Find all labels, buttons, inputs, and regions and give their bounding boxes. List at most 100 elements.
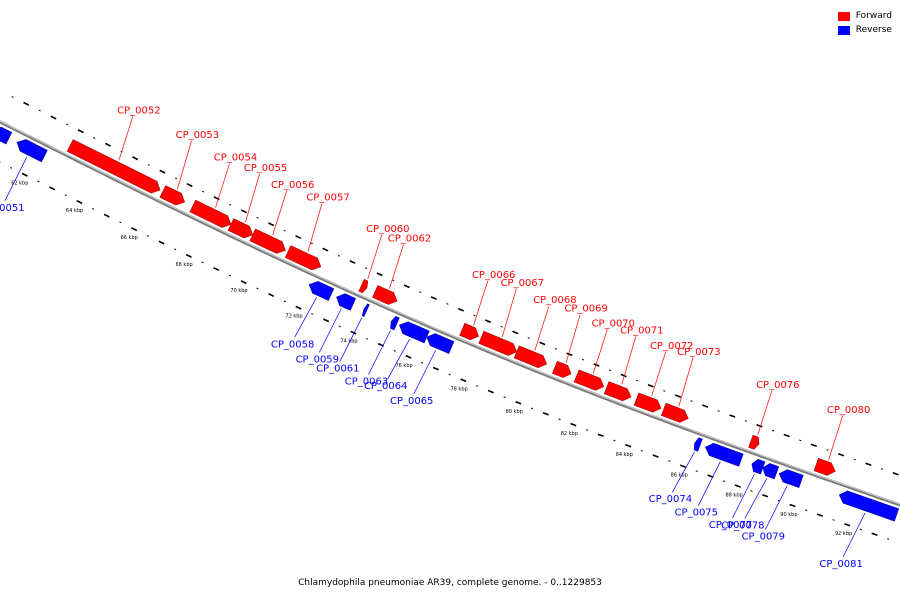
upper-scale-tick xyxy=(717,410,720,412)
lower-scale-tick xyxy=(146,234,149,237)
leader-line xyxy=(368,330,391,375)
gene-cp-0080 xyxy=(813,458,836,476)
lower-scale-tick xyxy=(49,186,56,191)
upper-scale-tick xyxy=(729,414,736,418)
lower-scale-tick xyxy=(448,373,451,376)
upper-scale-tick xyxy=(500,325,503,328)
forward-swatch xyxy=(837,11,850,21)
leader-line xyxy=(177,141,192,190)
lower-scale-tick xyxy=(405,354,412,359)
leader-line xyxy=(744,478,768,519)
reverse-swatch xyxy=(837,25,850,35)
tick-label: 74 kbp xyxy=(340,339,357,345)
genome-backbone xyxy=(0,120,900,507)
lower-scale-tick xyxy=(695,470,698,472)
lower-scale-tick xyxy=(131,227,138,232)
lower-scale-tick xyxy=(816,513,823,517)
upper-scale-tick xyxy=(174,177,178,180)
gene-cp-0065 xyxy=(426,333,455,354)
upper-scale-tick xyxy=(826,449,829,451)
lower-scale-tick xyxy=(530,407,534,410)
leader-line xyxy=(413,349,437,395)
upper-scale-tick xyxy=(620,373,627,378)
upper-scale-tick xyxy=(554,348,557,350)
upper-scale-tick xyxy=(159,169,166,174)
lower-scale-tick xyxy=(338,325,341,328)
legend: Forward Reverse xyxy=(837,9,892,37)
gene-cp-0063 xyxy=(390,316,400,331)
leader-line xyxy=(678,357,694,407)
lower-scale-tick xyxy=(476,385,479,387)
tick-label: 92 kbp xyxy=(835,531,852,537)
upper-scale-tick xyxy=(337,254,341,257)
lower-scale-tick xyxy=(256,287,259,290)
gene-label-cp-0070: CP_0070 xyxy=(592,318,635,329)
upper-scale-tick xyxy=(473,314,476,317)
tick-label: 64 kbp xyxy=(66,208,83,214)
upper-scale-tick xyxy=(783,433,790,438)
tick-label: 82 kbp xyxy=(561,431,578,437)
tick-label: 68 kbp xyxy=(175,262,192,268)
legend-reverse: Reverse xyxy=(837,23,892,37)
gene-label-cp-0053: CP_0053 xyxy=(176,130,219,141)
upper-scale-tick xyxy=(539,341,546,346)
gene-label-cp-0078: CP_0078 xyxy=(721,520,764,531)
upper-scale-tick xyxy=(310,242,313,245)
upper-scale-tick xyxy=(419,291,422,294)
lower-scale-tick xyxy=(460,378,467,383)
lower-scale-tick xyxy=(805,509,808,512)
upper-scale-tick xyxy=(647,384,654,388)
leader-line xyxy=(757,390,773,435)
lower-scale-tick xyxy=(64,194,67,197)
gene-cp-0069 xyxy=(552,360,572,378)
gene-cp-0074 xyxy=(693,437,703,452)
lower-scale-tick xyxy=(585,429,589,431)
gene-label-cp-0071: CP_0071 xyxy=(620,325,663,336)
lower-scale-tick xyxy=(750,490,753,492)
gene-cp-0081 xyxy=(838,490,900,522)
lower-scale-tick xyxy=(432,366,440,371)
gene-cp-0052 xyxy=(66,139,161,194)
lower-scale-tick xyxy=(789,503,796,508)
leader-line xyxy=(501,288,517,337)
upper-scale-tick xyxy=(756,424,763,428)
gene-cp-0067 xyxy=(478,330,518,356)
lower-scale-tick xyxy=(668,460,671,462)
lower-scale-tick xyxy=(158,240,165,245)
gene-label-cp-0069: CP_0069 xyxy=(564,304,607,315)
tick-label: 84 kbp xyxy=(616,452,633,458)
gene-label-cp-0054: CP_0054 xyxy=(214,153,257,164)
lower-scale-tick xyxy=(558,418,561,421)
genome-backbone-highlight xyxy=(0,120,900,505)
leader-line xyxy=(473,280,489,326)
upper-scale-tick xyxy=(132,156,139,161)
gene-label-cp-0066: CP_0066 xyxy=(472,270,515,281)
gene-cp-0077 xyxy=(751,458,766,475)
upper-scale-tick xyxy=(663,390,666,392)
upper-scale-tick xyxy=(744,420,747,422)
gene-cp-0073 xyxy=(661,402,689,423)
legend-forward-label: Forward xyxy=(855,11,892,21)
lower-scale-tick xyxy=(174,248,177,251)
lower-scale-tick xyxy=(201,261,204,264)
upper-scale-tick xyxy=(799,439,802,442)
upper-scale-tick xyxy=(892,472,899,476)
leader-line xyxy=(294,297,317,338)
upper-scale-tick xyxy=(636,379,639,382)
lower-scale-tick xyxy=(625,443,632,448)
lower-scale-tick xyxy=(832,519,835,521)
lower-scale-tick xyxy=(295,305,302,310)
upper-scale-tick xyxy=(609,369,612,372)
gene-cp-0078 xyxy=(762,463,780,480)
gene-label-cp-0062: CP_0062 xyxy=(388,234,431,245)
gene-cp-0072 xyxy=(633,392,662,413)
gene-cp-0056 xyxy=(249,228,286,254)
tick-label: 80 kbp xyxy=(506,409,523,415)
leader-line xyxy=(307,203,323,252)
gene-cp-0071 xyxy=(603,381,632,402)
gene-label-cp-0052: CP_0052 xyxy=(117,105,160,116)
upper-scale-tick xyxy=(283,229,286,232)
gene-cp-0066 xyxy=(459,322,479,341)
upper-scale-tick xyxy=(229,203,232,206)
leader-line xyxy=(621,336,637,385)
